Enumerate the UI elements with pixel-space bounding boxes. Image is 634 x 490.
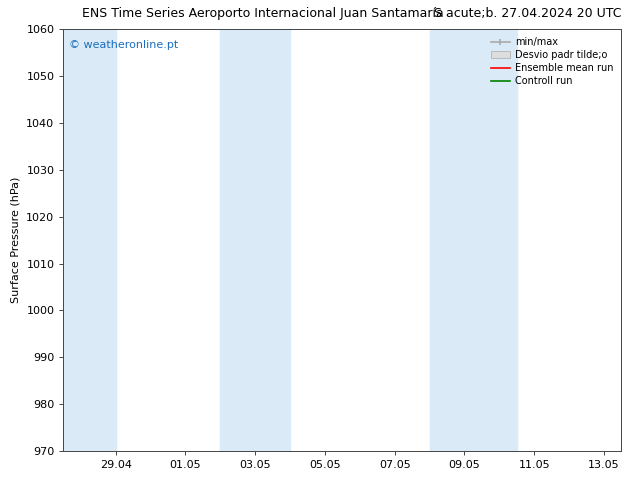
Text: ENS Time Series Aeroporto Internacional Juan Santamaría: ENS Time Series Aeroporto Internacional … [82, 7, 444, 21]
Bar [63, 29, 115, 451]
Bar [429, 29, 517, 451]
Y-axis label: Surface Pressure (hPa): Surface Pressure (hPa) [11, 177, 21, 303]
Text: S acute;b. 27.04.2024 20 UTC: S acute;b. 27.04.2024 20 UTC [434, 7, 621, 21]
Text: © weatheronline.pt: © weatheronline.pt [69, 40, 178, 50]
Bar [221, 29, 290, 451]
Legend: min/max, Desvio padr tilde;o, Ensemble mean run, Controll run: min/max, Desvio padr tilde;o, Ensemble m… [488, 34, 616, 89]
